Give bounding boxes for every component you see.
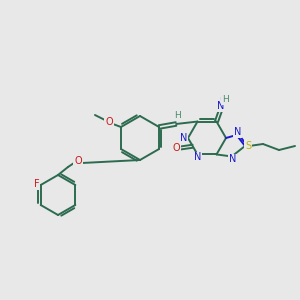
Text: S: S	[245, 141, 251, 151]
Text: F: F	[34, 179, 40, 189]
Text: N: N	[180, 133, 188, 143]
Text: N: N	[218, 101, 225, 112]
Text: N: N	[234, 127, 241, 137]
Text: H: H	[222, 95, 229, 104]
Text: N: N	[229, 154, 236, 164]
Text: N: N	[194, 152, 201, 163]
Text: O: O	[105, 117, 113, 127]
Text: H: H	[219, 97, 226, 106]
Text: H: H	[174, 112, 180, 121]
Text: O: O	[173, 143, 181, 153]
Text: N: N	[217, 100, 224, 110]
Text: O: O	[74, 156, 82, 166]
